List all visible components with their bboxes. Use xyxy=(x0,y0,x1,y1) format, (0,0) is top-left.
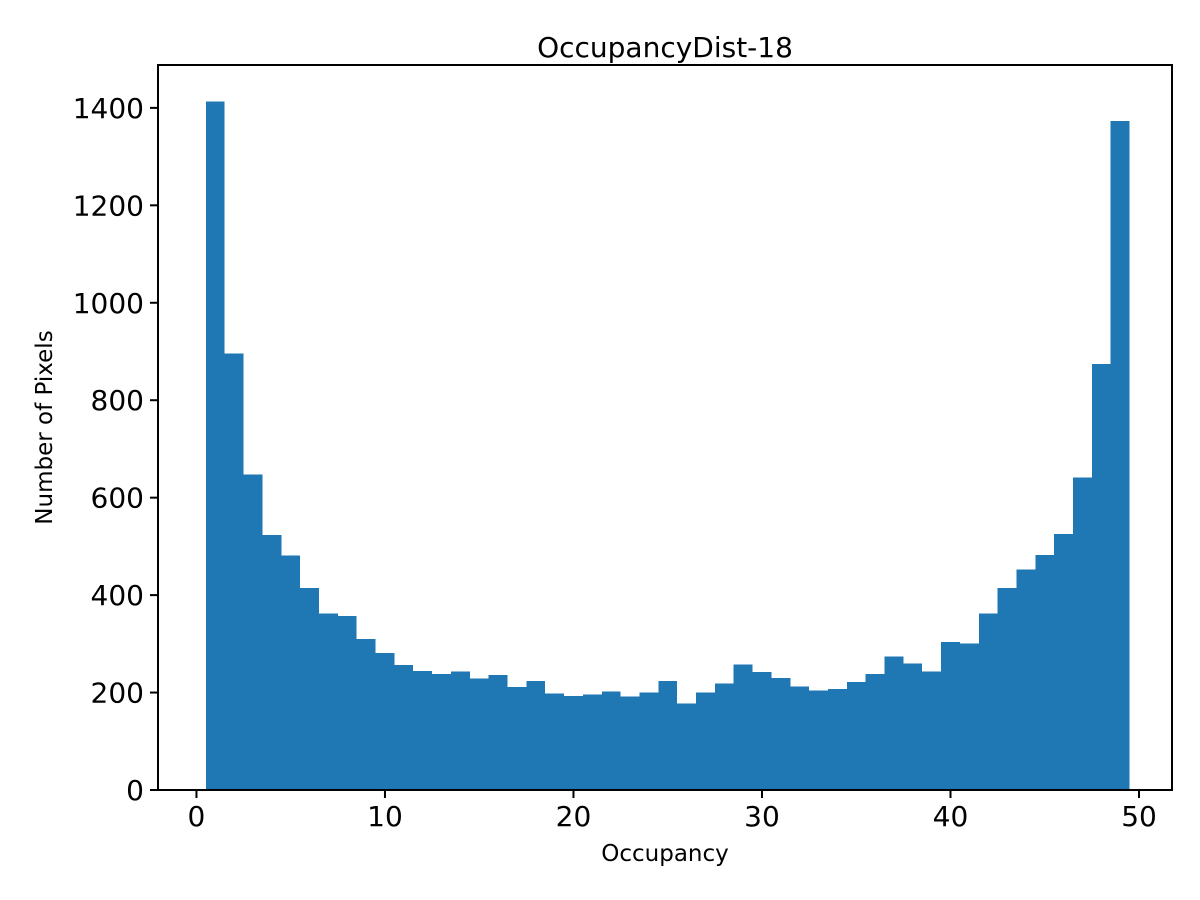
histogram-bars xyxy=(205,101,1130,790)
histogram-bar xyxy=(978,613,998,790)
histogram-bar xyxy=(469,678,489,790)
y-tick-label: 1400 xyxy=(73,92,144,125)
histogram-bar xyxy=(564,695,583,790)
histogram-bar xyxy=(488,675,508,790)
y-axis-label: Number of Pixels xyxy=(32,330,58,524)
histogram-bar xyxy=(809,690,828,790)
x-tick-label: 40 xyxy=(933,800,969,833)
histogram-bar xyxy=(790,686,810,790)
histogram-bar xyxy=(884,656,904,790)
y-axis-ticks: 0 200 400 600 800 1000 1200 1400 xyxy=(73,92,158,807)
x-axis-ticks: 0 10 20 30 40 50 xyxy=(188,790,1157,833)
histogram-bar xyxy=(582,694,602,790)
histogram-bar xyxy=(620,696,640,790)
x-axis-label: Occupancy xyxy=(601,841,729,867)
histogram-bar xyxy=(224,353,244,790)
histogram-bar xyxy=(432,674,451,790)
histogram-bar xyxy=(922,671,942,790)
histogram-bar xyxy=(318,613,338,790)
y-tick-label: 0 xyxy=(126,774,144,807)
histogram-bar xyxy=(394,664,414,790)
histogram-bar xyxy=(243,474,263,790)
histogram-bar xyxy=(413,671,433,790)
histogram-bar xyxy=(507,687,527,790)
histogram-bar xyxy=(356,638,376,790)
histogram-bar xyxy=(733,664,753,790)
histogram-bar xyxy=(714,683,734,790)
histogram-bar xyxy=(677,703,697,790)
x-tick-label: 0 xyxy=(188,800,206,833)
histogram-bar xyxy=(941,641,960,790)
histogram-bar xyxy=(545,693,565,790)
histogram-bar xyxy=(205,101,225,790)
histogram-bar xyxy=(375,653,395,790)
plot-border xyxy=(157,64,1173,791)
x-tick-label: 10 xyxy=(367,800,403,833)
y-tick-label: 200 xyxy=(91,677,144,710)
x-tick-label: 20 xyxy=(556,800,592,833)
histogram-bar xyxy=(639,692,659,790)
histogram-bar xyxy=(1110,121,1130,790)
histogram-bar xyxy=(1035,555,1055,790)
histogram-bar xyxy=(1016,569,1036,790)
y-tick-label: 1000 xyxy=(73,287,144,320)
histogram-bar xyxy=(1054,534,1074,790)
histogram-bar xyxy=(827,689,847,790)
x-tick-label: 50 xyxy=(1121,800,1157,833)
histogram-bar xyxy=(281,555,301,790)
histogram-bar xyxy=(300,587,319,790)
chart-title: OccupancyDist-18 xyxy=(537,31,793,64)
histogram-bar xyxy=(903,663,923,790)
histogram-bar xyxy=(846,681,866,790)
y-tick-label: 800 xyxy=(91,384,144,417)
y-tick-label: 600 xyxy=(91,482,144,515)
histogram-bar xyxy=(696,692,715,790)
histogram-bar xyxy=(450,671,470,790)
histogram-bar xyxy=(997,587,1017,790)
histogram-bar xyxy=(771,677,791,790)
histogram-bar xyxy=(337,616,357,790)
histogram-bar xyxy=(526,680,546,790)
histogram-bar xyxy=(1091,364,1111,790)
histogram-bar xyxy=(262,535,282,790)
y-tick-label: 1200 xyxy=(73,189,144,222)
histogram-bar xyxy=(658,680,678,790)
y-tick-label: 400 xyxy=(91,579,144,612)
histogram-bar xyxy=(865,674,885,790)
x-tick-label: 30 xyxy=(744,800,780,833)
histogram-bar xyxy=(959,643,979,790)
histogram-bar xyxy=(752,672,772,790)
histogram-bar xyxy=(601,691,621,790)
histogram-bar xyxy=(1073,477,1092,790)
